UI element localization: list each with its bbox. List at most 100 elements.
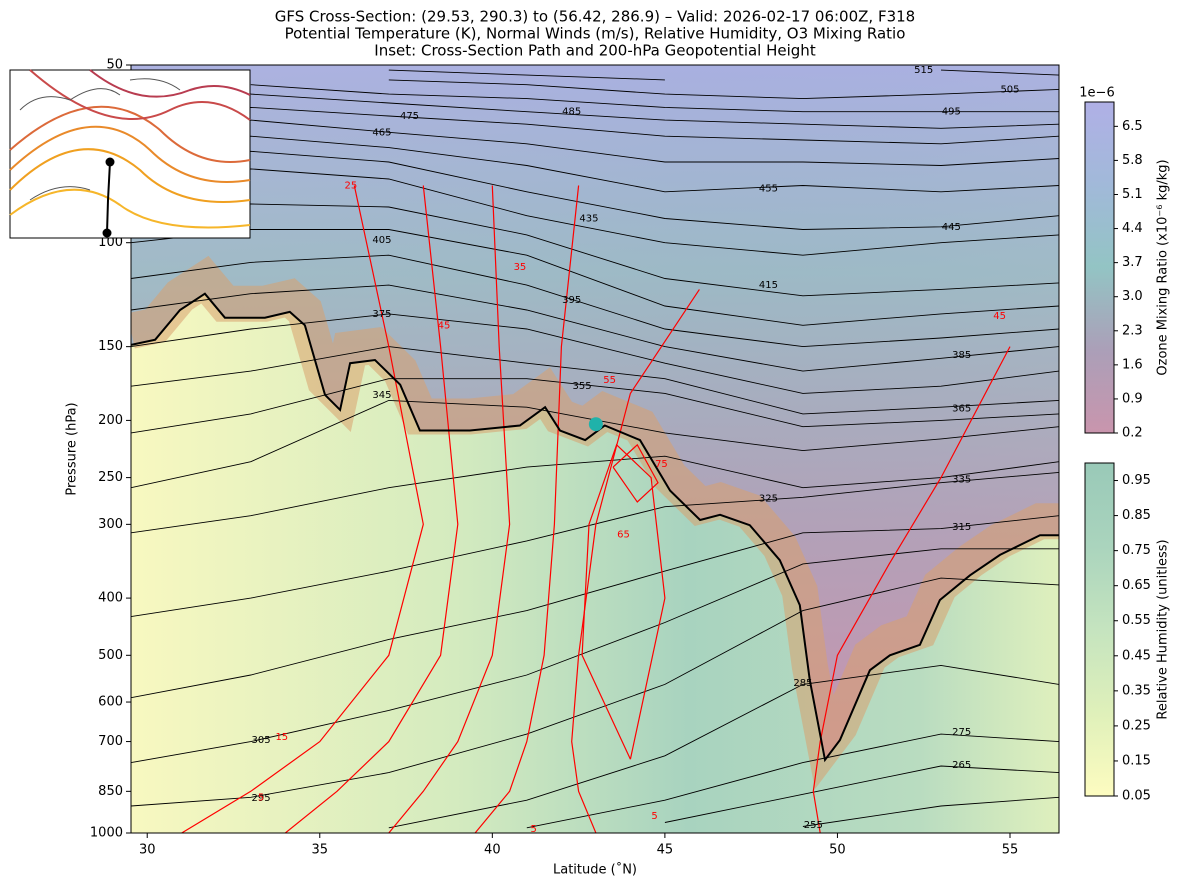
wind-label: 5 <box>531 824 537 835</box>
wind-contour <box>571 289 700 833</box>
y-tick-label: 1000 <box>90 826 123 841</box>
x-tick-label: 30 <box>139 843 156 858</box>
title-line: Potential Temperature (K), Normal Winds … <box>285 25 906 43</box>
y-tick-label: 250 <box>98 470 123 485</box>
isentrope <box>131 106 1059 145</box>
colorbars: 0.2 0.9 1.6 2.3 3.0 3.7 4.4 5.1 5.8 6.5 1e−6 Ozone … <box>1079 86 1170 804</box>
title-line: Inset: Cross-Section Path and 200-hPa Ge… <box>374 42 816 60</box>
isentrope <box>131 378 1059 434</box>
x-tick-label: 55 <box>1002 843 1019 858</box>
isentrope <box>388 69 1059 81</box>
colorbar-tick-label: 3.0 <box>1122 289 1143 304</box>
plot-frame <box>130 64 1060 834</box>
inset-start <box>102 228 112 238</box>
isentrope <box>388 664 1059 829</box>
wind-label: 55 <box>603 375 616 386</box>
wind-contour <box>581 443 666 760</box>
wind-label: 45 <box>993 311 1006 322</box>
x-tick-label: 45 <box>657 843 674 858</box>
point-marker <box>588 417 603 432</box>
isentrope <box>388 79 1059 100</box>
isentrope-label: 265 <box>952 760 971 771</box>
inset-coastlines <box>19 78 181 201</box>
isentrope-label: 385 <box>952 350 971 361</box>
colorbar <box>1084 101 1115 434</box>
isentrope <box>131 515 1059 699</box>
colorbar-tick-label: 1.6 <box>1122 357 1143 372</box>
isentrope <box>131 577 1059 807</box>
colorbar-tick-label: 0.95 <box>1122 473 1151 488</box>
y-tick-label: 150 <box>98 339 123 354</box>
tropopause-band <box>131 255 1059 790</box>
isentrope-label: 405 <box>372 235 391 246</box>
inset-frame <box>9 69 251 239</box>
inset-end <box>105 157 115 167</box>
inset-path <box>106 161 111 234</box>
x-tick-label: 35 <box>312 843 329 858</box>
colorbar-tick-label: 0.15 <box>1122 753 1151 768</box>
wind-contour <box>612 443 659 503</box>
y-tick-label: 100 <box>98 235 123 250</box>
wind-contour <box>284 185 459 833</box>
plot-area: 2552652752852953053153253353453553653753… <box>131 65 1059 835</box>
wind-label: 35 <box>514 262 527 273</box>
isentrope-label: 415 <box>759 280 778 291</box>
colorbar-tick-label: 5.8 <box>1122 153 1143 168</box>
colorbar-tick-label: 0.75 <box>1122 543 1151 558</box>
inset-contours <box>9 69 251 229</box>
y-tick-label: 600 <box>98 695 123 710</box>
isentrope <box>131 254 1059 348</box>
y-tick-label: 500 <box>98 648 123 663</box>
isentrope-label: 335 <box>952 475 971 486</box>
x-axis-label: Latitude (˚N) <box>553 862 637 878</box>
isentrope-label: 465 <box>372 127 391 138</box>
isentrope-label: 435 <box>579 214 598 225</box>
y-tick-label: 200 <box>98 413 123 428</box>
colorbar-tick-label: 2.3 <box>1122 323 1143 338</box>
isentrope-label: 445 <box>942 222 961 233</box>
colorbar-label: Ozone Mixing Ratio (x10⁻⁶ kg/kg) <box>1156 159 1171 375</box>
colorbar-tick-label: 0.45 <box>1122 648 1151 663</box>
isentrope-label: 275 <box>952 727 971 738</box>
isentrope-label: 345 <box>372 390 391 401</box>
y-axis-label: Pressure (hPa) <box>65 402 80 495</box>
title: GFS Cross-Section: (29.53, 290.3) to (56… <box>275 8 915 60</box>
isentrope-label: 505 <box>1000 84 1019 95</box>
wind-contour <box>181 185 424 833</box>
isentrope <box>131 135 1059 193</box>
isentrope-label: 305 <box>252 735 271 746</box>
isentrope-label: 495 <box>942 107 961 118</box>
colorbar-label: Relative Humidity (unitless) <box>1156 539 1171 719</box>
wind-contour <box>474 185 580 833</box>
isentrope <box>131 284 1059 372</box>
colorbar-offset: 1e−6 <box>1079 86 1114 101</box>
isentrope-label: 255 <box>804 820 823 831</box>
wind-label: 45 <box>438 320 451 331</box>
isentrope <box>802 796 1059 827</box>
colorbar-tick-label: 0.35 <box>1122 683 1151 698</box>
isentrope-label: 285 <box>793 678 812 689</box>
isentrope <box>131 548 1059 764</box>
isentrope-label: 355 <box>573 381 592 392</box>
inset-map <box>9 69 251 239</box>
isentrope-label: 395 <box>562 295 581 306</box>
isentrope <box>131 203 1059 297</box>
isentrope-label: 325 <box>759 493 778 504</box>
colorbar-tick-label: 0.25 <box>1122 718 1151 733</box>
wind-label: 5 <box>258 792 264 803</box>
wind-label: 5 <box>651 811 657 822</box>
x-tick-label: 50 <box>829 843 846 858</box>
isentrope <box>131 168 1059 256</box>
tropopause-line <box>131 292 1059 763</box>
wind-contour <box>388 185 511 833</box>
axes: 30 35 40 45 50 555010015020025030040050060070… <box>65 58 1019 878</box>
isentrope-label: 315 <box>952 522 971 533</box>
y-tick-label: 300 <box>98 517 123 532</box>
isentrope <box>131 346 1059 415</box>
isentrope-label: 375 <box>372 309 391 320</box>
isentrope-label: 295 <box>252 793 271 804</box>
isentrope-label: 475 <box>400 111 419 122</box>
wind-label: 15 <box>275 732 288 743</box>
isentrope <box>526 733 1059 829</box>
